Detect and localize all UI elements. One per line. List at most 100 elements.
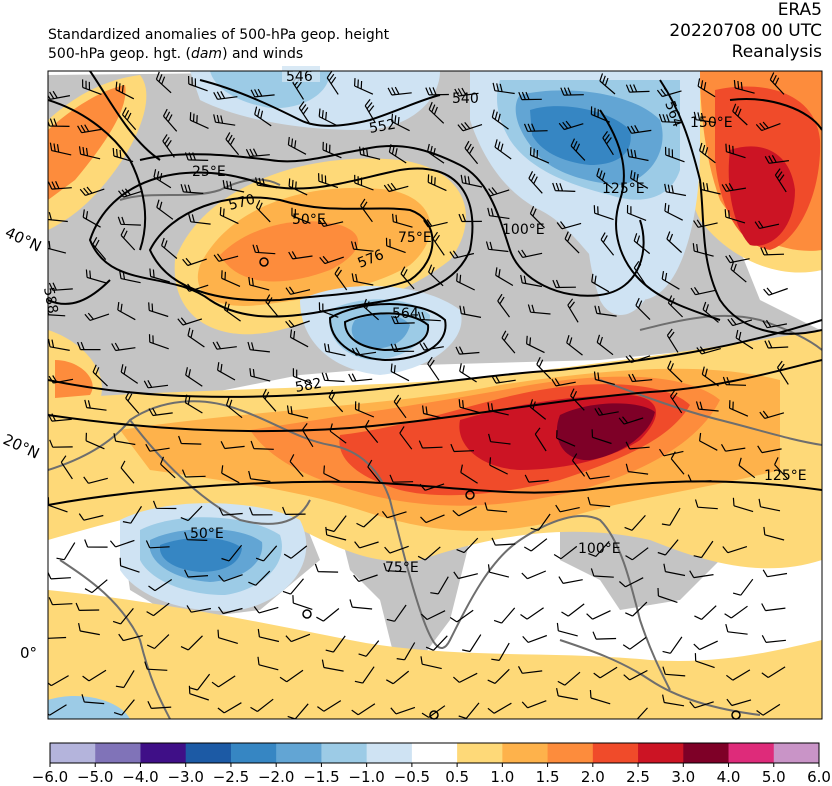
- wind-barb: [354, 666, 375, 684]
- colorbar-cell: [366, 743, 413, 763]
- colorbar-cell: [683, 743, 730, 763]
- wind-barb: [487, 702, 512, 714]
- wind-barb: [48, 597, 73, 606]
- wind-barb: [217, 362, 236, 381]
- wind-barb: [84, 579, 108, 594]
- wind-barb: [730, 261, 747, 283]
- wind-barb: [249, 507, 273, 516]
- wind-barb: [392, 213, 413, 228]
- wind-barb: [726, 669, 751, 681]
- wind-barb: [386, 670, 410, 685]
- lon-label-25e-north: 25°E: [192, 164, 226, 180]
- wind-barb: [222, 180, 245, 193]
- wind-barbs: [48, 71, 789, 719]
- wind-barb: [760, 247, 785, 256]
- wind-barb: [213, 253, 239, 262]
- wind-barb: [487, 564, 510, 578]
- wind-barb: [491, 642, 510, 661]
- wind-barb: [287, 136, 307, 155]
- wind-barb: [155, 71, 172, 94]
- wind-barb: [534, 427, 547, 452]
- wind-barb: [329, 423, 347, 444]
- center-markers: [259, 257, 741, 720]
- wind-barb: [567, 298, 579, 323]
- wind-barb: [517, 249, 543, 258]
- wind-barb: [250, 88, 275, 98]
- wind-barb: [48, 636, 67, 639]
- wind-barb: [118, 633, 143, 642]
- wind-barb: [464, 140, 479, 165]
- wind-barb: [122, 505, 143, 524]
- wind-barb: [326, 515, 347, 533]
- wind-barb: [85, 269, 107, 284]
- wind-barb: [292, 595, 313, 610]
- wind-barb: [699, 181, 721, 195]
- wind-barb: [761, 635, 786, 643]
- wind-barb: [529, 206, 545, 229]
- wind-barb: [458, 399, 480, 414]
- wind-barb: [318, 108, 338, 127]
- wind-barb: [517, 666, 543, 674]
- wind-barb: [733, 80, 755, 94]
- wind-barb: [687, 474, 712, 483]
- wind-barb: [145, 540, 170, 549]
- wind-barb: [386, 604, 407, 622]
- wind-barb: [625, 601, 648, 617]
- wind-barb: [292, 368, 313, 385]
- wind-barb: [453, 571, 478, 580]
- wind-barb: [49, 142, 72, 156]
- wind-barb: [454, 87, 479, 97]
- wind-barb: [735, 329, 754, 350]
- wind-barb: [326, 71, 339, 95]
- wind-barb: [354, 401, 375, 418]
- wind-barb: [186, 605, 212, 613]
- wind-barb: [693, 111, 716, 124]
- wind-barb: [692, 243, 714, 257]
- wind-barb: [317, 700, 342, 712]
- contour-label-546: 546: [286, 69, 313, 85]
- wind-barb: [633, 260, 646, 285]
- wind-barb: [367, 459, 381, 483]
- wind-barb: [255, 199, 271, 223]
- wind-barb: [625, 463, 649, 475]
- wind-barb: [399, 426, 413, 450]
- contour-label-582: 582: [294, 376, 323, 396]
- wind-barb: [518, 91, 542, 101]
- wind-barb: [84, 399, 107, 411]
- wind-barb: [84, 539, 108, 548]
- colorbar-ticks: −6.0 −5.0 −4.0 −3.0 −2.5 −2.0 −1.5 −1.0 −0.5 0.5 1…: [32, 763, 831, 786]
- wind-barb: [325, 635, 346, 653]
- wind-barb: [552, 279, 576, 289]
- wind-barb: [457, 122, 483, 132]
- wind-barb: [460, 174, 483, 188]
- wind-barb: [318, 302, 339, 318]
- title-line2-unit: dam: [190, 46, 223, 62]
- wind-barb: [570, 138, 586, 161]
- wind-barb: [78, 622, 100, 636]
- wind-barb: [351, 347, 377, 356]
- colorbar-tick-label: −4.0: [122, 768, 158, 786]
- wind-barb: [555, 504, 580, 513]
- wind-barb: [148, 407, 173, 417]
- wind-barb: [78, 146, 101, 160]
- wind-barb: [556, 221, 582, 230]
- wind-barb: [625, 84, 650, 93]
- wind-barb: [560, 87, 584, 96]
- wind-barb: [702, 301, 719, 323]
- wind-barb: [146, 634, 170, 650]
- wind-barb: [759, 410, 785, 419]
- longitude-label-group: 25°E 50°E 75°E 100°E 125°E 150°E 50°E 75…: [190, 115, 807, 576]
- wind-barb: [462, 634, 482, 653]
- wind-barb: [85, 432, 105, 450]
- contour-label-588: 588: [40, 286, 60, 315]
- wind-barb: [427, 174, 447, 192]
- wind-barb: [351, 273, 374, 286]
- wind-barb: [670, 389, 683, 414]
- wind-barb: [160, 456, 176, 479]
- wind-barb: [322, 141, 342, 159]
- wind-barb: [732, 578, 754, 596]
- title-line2-prefix: 500-hPa geop. hgt. (: [48, 46, 191, 62]
- wind-barb: [265, 294, 279, 318]
- colorbar-cell: [50, 743, 96, 763]
- colorbar-tick-label: −2.0: [258, 768, 294, 786]
